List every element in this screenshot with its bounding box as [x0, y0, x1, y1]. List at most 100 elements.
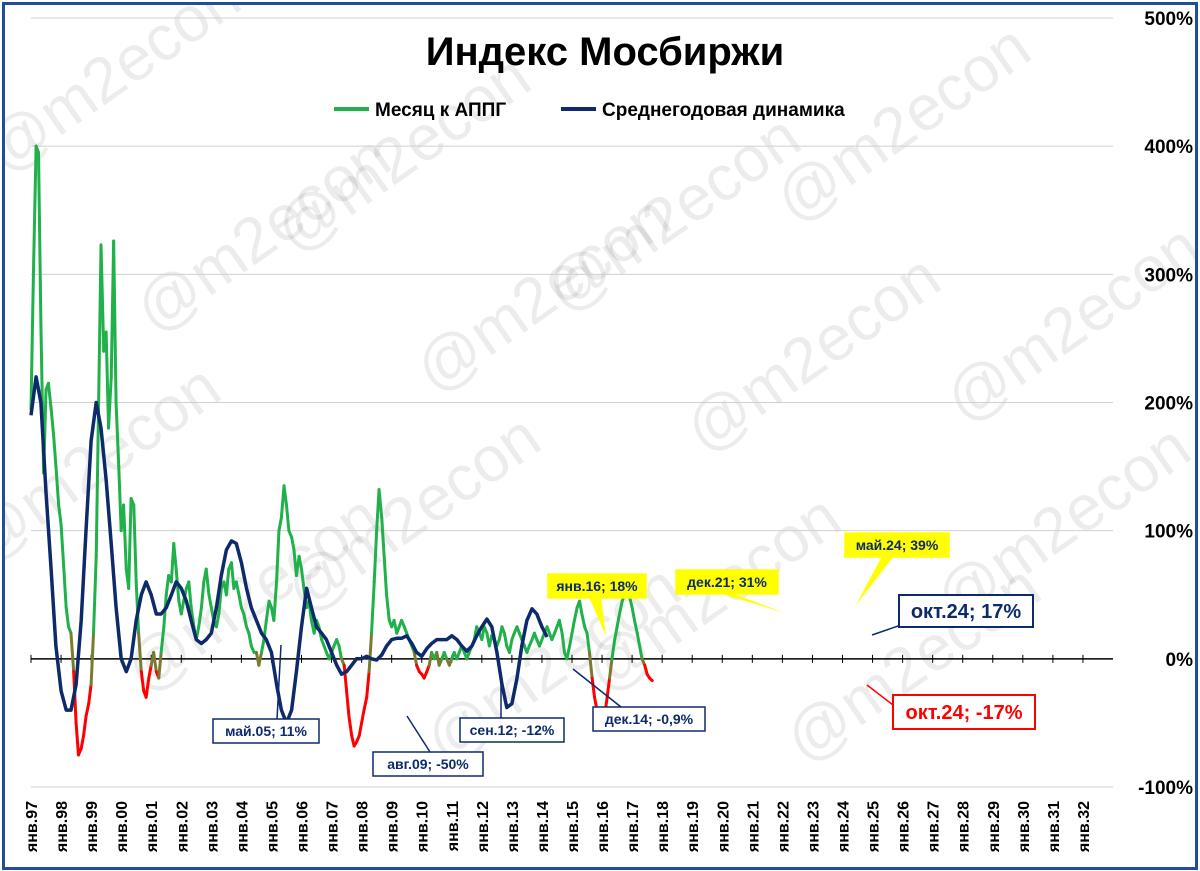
series-monthly-segment	[64, 606, 71, 629]
series-average-line	[29, 375, 549, 725]
annotation-3: сен.12; -12%	[459, 673, 565, 743]
x-tick-label: янв.11	[445, 801, 462, 852]
annotation-pointer	[589, 597, 606, 636]
series-monthly-segment	[127, 497, 133, 590]
annotation-box	[844, 532, 950, 558]
series-monthly-segment	[385, 593, 391, 622]
annotation-box	[592, 706, 706, 732]
annotation-label: дек.14; -0,9%	[605, 711, 694, 727]
series-monthly-segment	[187, 580, 193, 610]
series-monthly-segment	[605, 676, 612, 699]
series-monthly-segment	[132, 503, 138, 584]
series-monthly-segment	[342, 663, 349, 693]
annotation-7: май.24; 39%	[844, 532, 950, 605]
legend-label-average: Среднегодовая динамика	[602, 100, 845, 121]
annotation-pointer	[406, 715, 431, 753]
y-tick-label: 400%	[1144, 137, 1193, 158]
annotation-6: дек.21; 31%	[675, 569, 785, 613]
series-monthly-segment	[297, 554, 303, 571]
annotation-label: янв.16; 18%	[556, 578, 638, 594]
chart-title: Индекс Мосбиржи	[426, 30, 785, 74]
series-monthly-segment	[29, 272, 35, 411]
legend: Месяц к АППГ Среднегодовая динамика	[334, 100, 845, 121]
series-monthly-segment	[337, 644, 343, 661]
y-tick-label: 200%	[1144, 394, 1193, 415]
series-monthly-segment	[272, 580, 279, 622]
x-tick-label: янв.31	[1046, 801, 1063, 853]
x-tick-label: янв.01	[144, 801, 161, 853]
series-monthly-segment	[49, 407, 56, 437]
watermark-layer: @m2econ@m2econ@m2econ@m2econ@m2econ@m2ec…	[5, 5, 1195, 776]
x-tick-label: янв.16	[595, 801, 612, 853]
annotation-box	[675, 569, 779, 595]
series-monthly-segment	[31, 144, 38, 276]
x-tick-label: янв.05	[264, 801, 281, 853]
annotation-8: окт.24; 17%	[871, 594, 1034, 636]
series-monthly-segment	[615, 612, 621, 629]
annotation-1: май.05; 11%	[212, 644, 320, 744]
series-monthly-segment	[112, 239, 118, 404]
annotation-9: окт.24; -17%	[866, 684, 1036, 730]
series-monthly-segment	[382, 554, 389, 597]
series-monthly-segment	[107, 375, 113, 430]
x-tick-label: янв.17	[625, 801, 642, 853]
x-tick-label: янв.99	[84, 801, 101, 853]
annotation-box	[212, 718, 320, 744]
series-monthly-segment	[587, 650, 594, 680]
series-monthly-segment	[277, 516, 283, 533]
series-monthly-segment	[144, 676, 151, 699]
series-monthly-segment	[367, 631, 374, 674]
series-monthly-segment	[610, 638, 617, 661]
series-monthly-segment	[114, 401, 121, 469]
series-monthly-segment	[139, 670, 146, 693]
annotation-pointer	[719, 593, 785, 613]
x-tick-label: янв.20	[715, 801, 732, 853]
x-tick-label: янв.07	[325, 801, 342, 853]
series-monthly-segment	[608, 657, 614, 680]
series-monthly-segment	[635, 631, 642, 648]
annotation-label: май.24; 39%	[856, 537, 939, 553]
series-monthly-segment	[237, 593, 243, 610]
series-monthly-segment	[69, 631, 76, 674]
x-tick-label: янв.23	[805, 801, 822, 853]
series-monthly-segment	[99, 243, 106, 353]
series-monthly-segment	[260, 638, 266, 654]
series-monthly-segment	[560, 631, 566, 654]
x-tick-label: янв.25	[866, 801, 883, 853]
y-tick-label: 100%	[1144, 522, 1193, 543]
x-tick-label: янв.08	[355, 801, 372, 853]
series-monthly-segment	[137, 631, 143, 674]
series-monthly-segment	[257, 650, 264, 667]
annotation-label: май.05; 11%	[225, 723, 307, 739]
x-tick-label: янв.12	[475, 801, 492, 853]
series-monthly-segment	[199, 580, 206, 610]
series-monthly-segment	[87, 682, 93, 706]
x-tick-label: янв.26	[896, 801, 913, 853]
annotation-2: авг.09; -50%	[372, 715, 484, 777]
y-axis-tick-labels: -100% 0% 100% 200% 300% 400% 500%	[1138, 9, 1193, 799]
annotation-pointer	[276, 644, 282, 720]
series-monthly-segment	[347, 715, 354, 738]
series-monthly-segment	[74, 721, 80, 757]
series-monthly-segment	[59, 522, 65, 565]
watermark-text: @m2econ	[5, 5, 253, 186]
y-tick-label: -100%	[1138, 778, 1193, 799]
series-monthly-segment	[502, 631, 509, 648]
series-monthly-segment	[648, 676, 654, 683]
series-monthly-segment	[172, 541, 178, 571]
annotation-box	[547, 573, 647, 599]
x-tick-label: янв.98	[54, 801, 71, 853]
series-monthly-segment	[282, 484, 288, 507]
series-monthly-segment	[197, 606, 203, 629]
series-monthly-segment	[628, 595, 634, 610]
x-tick-label: янв.97	[24, 801, 41, 853]
series-monthly-segment	[164, 574, 171, 597]
series-monthly-segment	[578, 599, 584, 616]
x-tick-label: янв.03	[204, 801, 221, 853]
series-monthly-segment	[360, 708, 366, 725]
annotation-label: окт.24; -17%	[906, 702, 1023, 724]
x-tick-label: янв.00	[114, 801, 131, 853]
series-monthly-segment	[300, 567, 306, 590]
x-tick-label: янв.18	[655, 801, 672, 853]
series-monthly-segment	[372, 529, 379, 584]
